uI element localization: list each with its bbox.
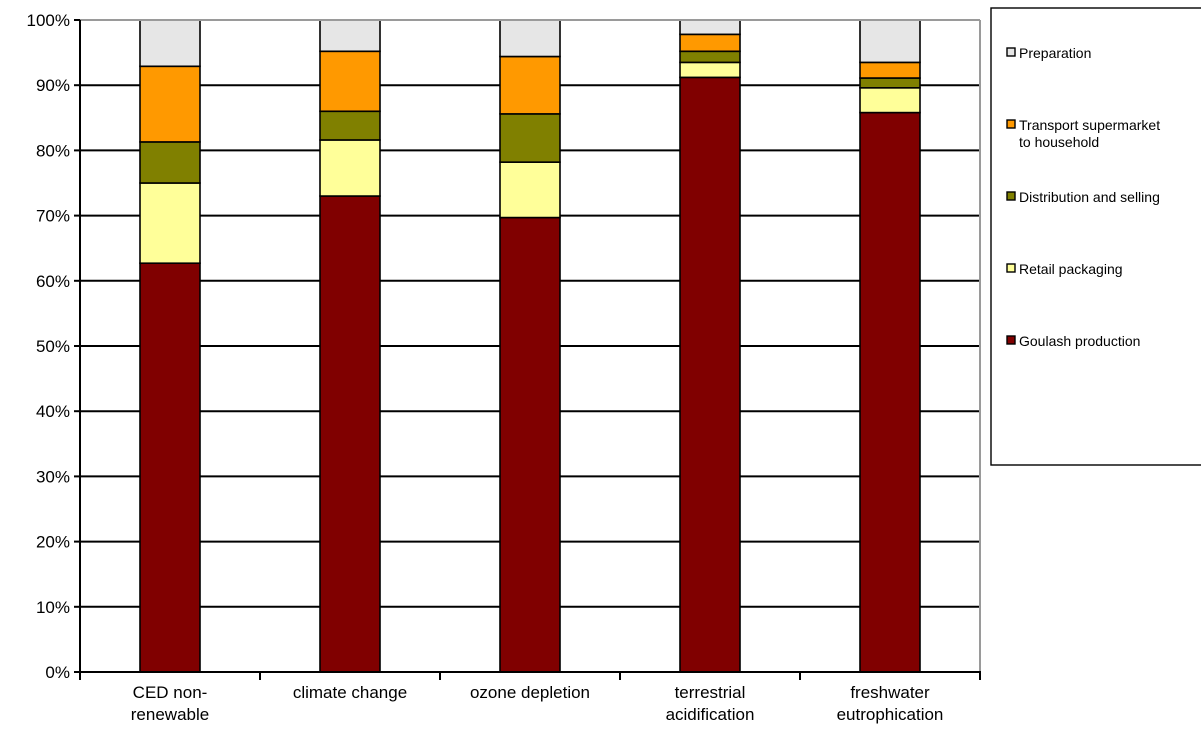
bar-ced-non-renewable-preparation [139, 19, 201, 68]
x-tick-label-freshwater-eutrophication: freshwater eutrophication [837, 683, 944, 724]
y-axis-tick-labels: 0% 10% 20% 30% 40% 50% 60% 70% 80% 90% 100% [27, 11, 70, 682]
legend-swatch-goulash-production [1006, 335, 1016, 345]
bar-ozone-depletion-retail-packaging [499, 161, 561, 219]
bar-terrestrial-acidification-goulash-production [679, 76, 741, 673]
x-tick-label-ozone-depletion: ozone depletion [470, 683, 590, 702]
bar-terrestrial-acidification-transport-supermarket-to-household [679, 33, 741, 53]
bar-freshwater-eutrophication-distribution-and-selling [859, 77, 921, 89]
y-tick-label-100: 100% [27, 11, 70, 30]
bar-terrestrial-acidification-distribution-and-selling [679, 50, 741, 64]
y-tick-label-70: 70% [36, 207, 70, 226]
bar-climate-change-distribution-and-selling [319, 110, 381, 141]
bars [139, 19, 921, 673]
y-tick-label-50: 50% [36, 337, 70, 356]
bar-freshwater-eutrophication-preparation [859, 19, 921, 64]
legend-swatch-transport-supermarket-to-household [1006, 119, 1016, 129]
bar-climate-change-preparation [319, 19, 381, 53]
y-tick-label-90: 90% [36, 76, 70, 95]
y-tick-label-80: 80% [36, 141, 70, 160]
bar-freshwater-eutrophication-retail-packaging [859, 87, 921, 114]
bar-ced-non-renewable-transport-supermarket-to-household [139, 65, 201, 143]
y-tick-label-40: 40% [36, 402, 70, 421]
legend-box [990, 7, 1201, 466]
x-axis-tick-labels: CED non-renewable climate change ozone dep… [131, 683, 944, 724]
legend-label-goulash-production: Goulash production [1019, 333, 1140, 349]
x-tick-label-climate-change: climate change [293, 683, 407, 702]
y-tick-label-20: 20% [36, 533, 70, 552]
bar-ozone-depletion-transport-supermarket-to-household [499, 55, 561, 115]
bar-ozone-depletion-distribution-and-selling [499, 113, 561, 163]
legend-label-retail-packaging: Retail packaging [1019, 261, 1123, 277]
legend: Preparation Transport supermarket to house… [990, 7, 1201, 466]
bar-ced-non-renewable-distribution-and-selling [139, 141, 201, 184]
bar-climate-change-retail-packaging [319, 139, 381, 197]
bar-terrestrial-acidification-preparation [679, 19, 741, 36]
legend-swatch-retail-packaging [1006, 263, 1016, 273]
axes [74, 19, 981, 680]
bar-ozone-depletion-preparation [499, 19, 561, 58]
bar-climate-change-goulash-production [319, 195, 381, 673]
bar-ced-non-renewable-goulash-production [139, 262, 201, 673]
y-tick-label-10: 10% [36, 598, 70, 617]
legend-swatch-preparation [1006, 47, 1016, 57]
x-tick-label-ced-non-renewable: CED non-renewable [131, 683, 209, 724]
bar-ozone-depletion-goulash-production [499, 216, 561, 673]
y-tick-label-60: 60% [36, 272, 70, 291]
bar-climate-change-transport-supermarket-to-household [319, 50, 381, 113]
bar-freshwater-eutrophication-goulash-production [859, 111, 921, 673]
x-tick-label-terrestrial-acidification: terrestrial acidification [666, 683, 755, 724]
y-tick-label-30: 30% [36, 467, 70, 486]
legend-label-distribution-and-selling: Distribution and selling [1019, 189, 1160, 205]
bar-freshwater-eutrophication-transport-supermarket-to-household [859, 61, 921, 79]
legend-label-transport-supermarket-to-household: Transport supermarket to household [1019, 117, 1160, 150]
legend-swatch-distribution-and-selling [1006, 191, 1016, 201]
legend-label-preparation: Preparation [1019, 45, 1091, 61]
y-tick-label-0: 0% [45, 663, 70, 682]
bar-terrestrial-acidification-retail-packaging [679, 61, 741, 79]
bar-ced-non-renewable-retail-packaging [139, 182, 201, 264]
